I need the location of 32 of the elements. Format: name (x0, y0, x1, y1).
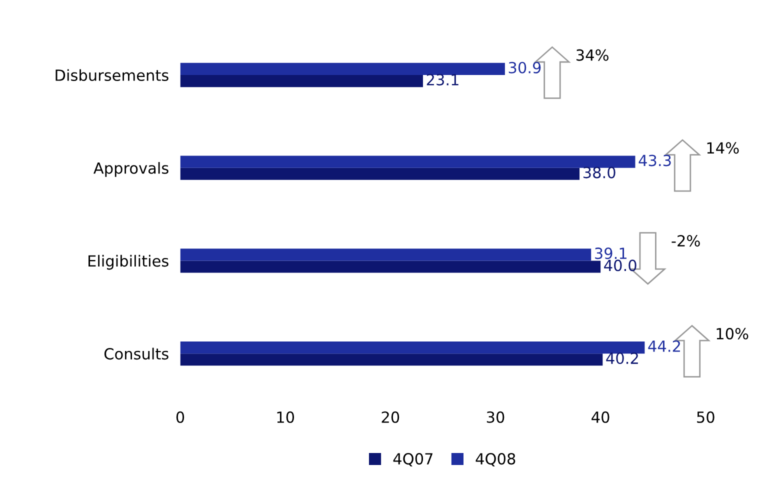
bar (180, 156, 636, 168)
x-tick-label: 20 (382, 411, 400, 423)
bar (180, 75, 423, 88)
data-label: 40.2 (606, 352, 638, 364)
data-label: 23.1 (426, 74, 458, 86)
x-tick-label: 50 (697, 411, 714, 423)
y-tick-label: Approvals (94, 162, 168, 177)
text: 10% (716, 328, 748, 340)
data-label: 30.9 (508, 62, 541, 74)
y-tick-label: Disbursements (56, 69, 168, 82)
x-tick-label: 30 (486, 411, 504, 423)
data-label: 44.2 (648, 340, 680, 352)
bar (180, 354, 603, 366)
bar (180, 248, 592, 261)
legend-label: 4Q07 (393, 453, 432, 466)
bar (180, 168, 580, 180)
bar (180, 62, 505, 75)
data-label: 40.0 (604, 260, 636, 272)
data-label: 43.3 (638, 154, 671, 166)
x-tick-label: 10 (277, 411, 294, 423)
bar (180, 342, 645, 354)
annotation: 34% (576, 49, 608, 61)
bar (180, 260, 601, 273)
x-tick-label: 40 (592, 411, 610, 423)
data-label: 38.0 (583, 166, 616, 178)
legend-label: 4Q08 (476, 453, 516, 466)
annotation: -2% (672, 235, 700, 247)
x-tick-label: 0 (176, 411, 184, 423)
text: 14% (707, 142, 739, 154)
data-label: 39.1 (595, 248, 626, 260)
y-tick-label: Eligibilities (88, 254, 168, 270)
y-tick-label: Consults (104, 348, 168, 360)
